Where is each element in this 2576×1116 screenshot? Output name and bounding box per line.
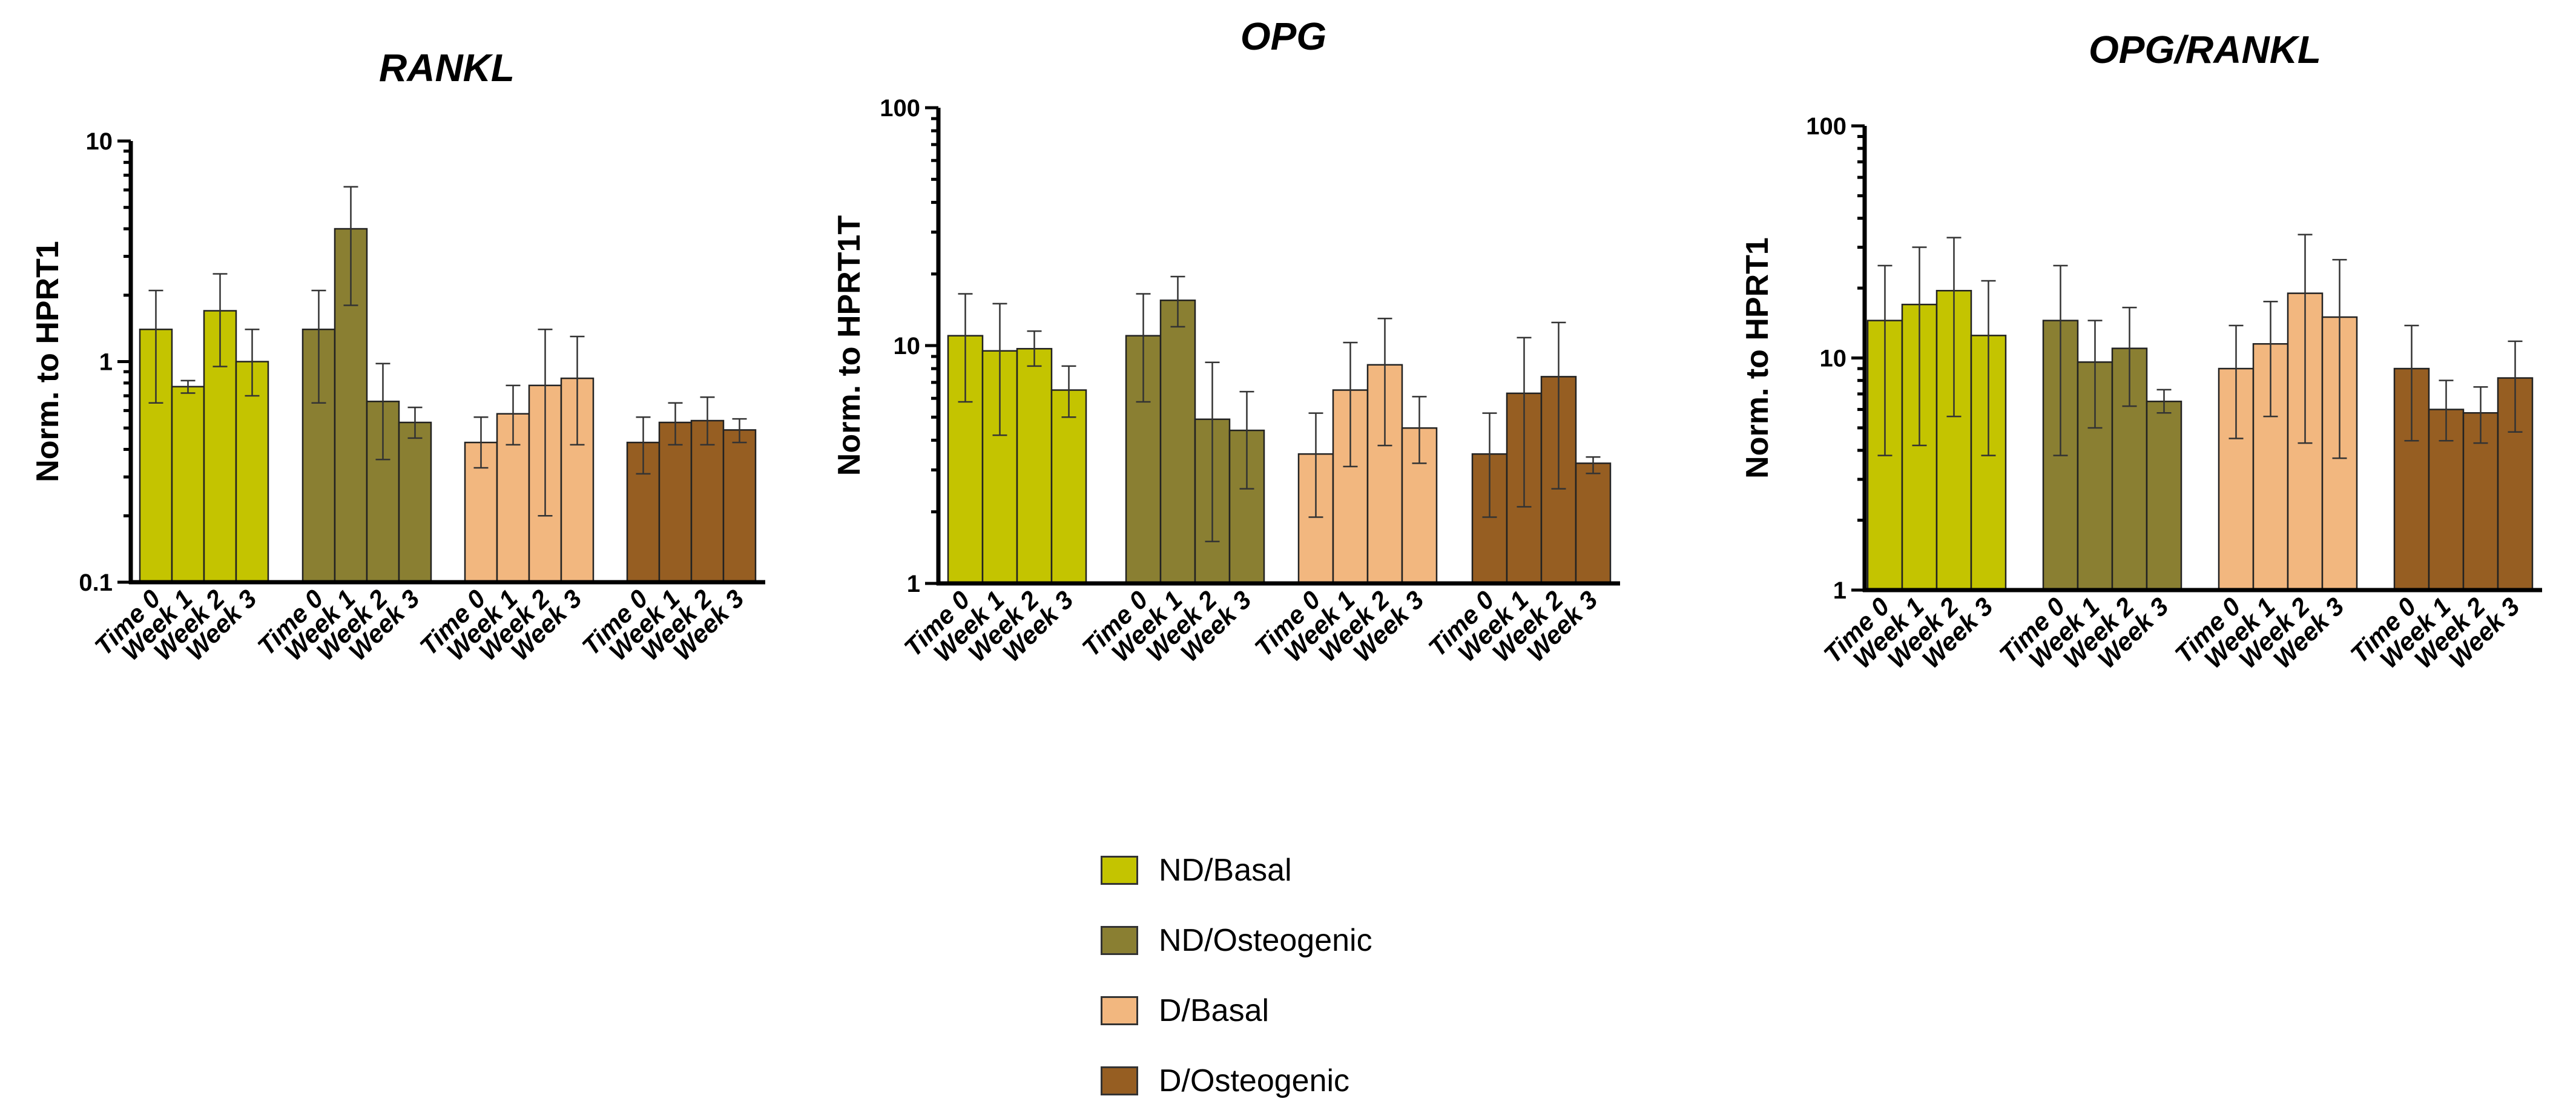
y-tick-label: 10 xyxy=(86,128,113,155)
legend-swatch xyxy=(1101,996,1138,1025)
y-tick-label: 1 xyxy=(907,571,920,597)
legend-label: ND/Osteogenic xyxy=(1159,923,1372,958)
bar xyxy=(658,421,693,583)
chart-title: OPG xyxy=(1240,15,1326,58)
series-nd-osteogenic xyxy=(2042,264,2182,591)
bar xyxy=(235,361,269,583)
legend-label: ND/Basal xyxy=(1159,853,1292,888)
legend-item: ND/Basal xyxy=(1101,835,1524,905)
series-nd-basal xyxy=(947,293,1087,585)
y-tick-label: 100 xyxy=(1806,113,1846,140)
y-tick-label: 10 xyxy=(1820,346,1847,372)
y-axis-label: Norm. to HPRT1 xyxy=(30,241,65,482)
chart-title: RANKL xyxy=(379,46,515,90)
y-tick-label: 1 xyxy=(99,349,113,376)
legend-item: D/Osteogenic xyxy=(1101,1046,1524,1116)
series-nd-osteogenic xyxy=(1125,275,1265,585)
legend: ND/Basal ND/Osteogenic D/Basal D/Osteogenic xyxy=(1101,835,1524,1116)
y-tick-label: 1 xyxy=(1833,577,1846,604)
bar xyxy=(1016,347,1053,585)
bar xyxy=(398,421,432,583)
legend-swatch xyxy=(1101,856,1138,885)
series-nd-osteogenic xyxy=(301,186,432,583)
legend-label: D/Osteogenic xyxy=(1159,1063,1350,1098)
bar xyxy=(2146,400,2182,591)
y-axis-label: Norm. to HPRT1 xyxy=(1740,237,1775,479)
series-d-basal xyxy=(1297,317,1438,585)
legend-swatch xyxy=(1101,1066,1138,1095)
legend-swatch xyxy=(1101,926,1138,955)
y-tick-label: 10 xyxy=(894,333,921,359)
bar xyxy=(1159,299,1196,585)
bar xyxy=(171,386,205,583)
series-d-osteogenic xyxy=(2393,324,2534,591)
legend-item: D/Basal xyxy=(1101,976,1524,1046)
bar xyxy=(1050,389,1087,585)
series-nd-basal xyxy=(1866,237,2007,591)
y-axis-label: Norm. to HPRT1T xyxy=(832,215,867,476)
series-d-osteogenic xyxy=(1471,321,1612,585)
series-d-basal xyxy=(464,328,595,583)
series-d-osteogenic xyxy=(626,396,757,583)
y-tick-label: 0.1 xyxy=(79,569,113,596)
series-d-basal xyxy=(2218,234,2358,591)
legend-label: D/Basal xyxy=(1159,993,1270,1028)
chart-title: OPG/RANKL xyxy=(2089,28,2321,71)
bar xyxy=(722,429,757,583)
bar xyxy=(1575,462,1612,585)
legend-item: ND/Osteogenic xyxy=(1101,905,1524,976)
y-tick-label: 100 xyxy=(880,95,920,122)
series-nd-basal xyxy=(139,273,269,583)
